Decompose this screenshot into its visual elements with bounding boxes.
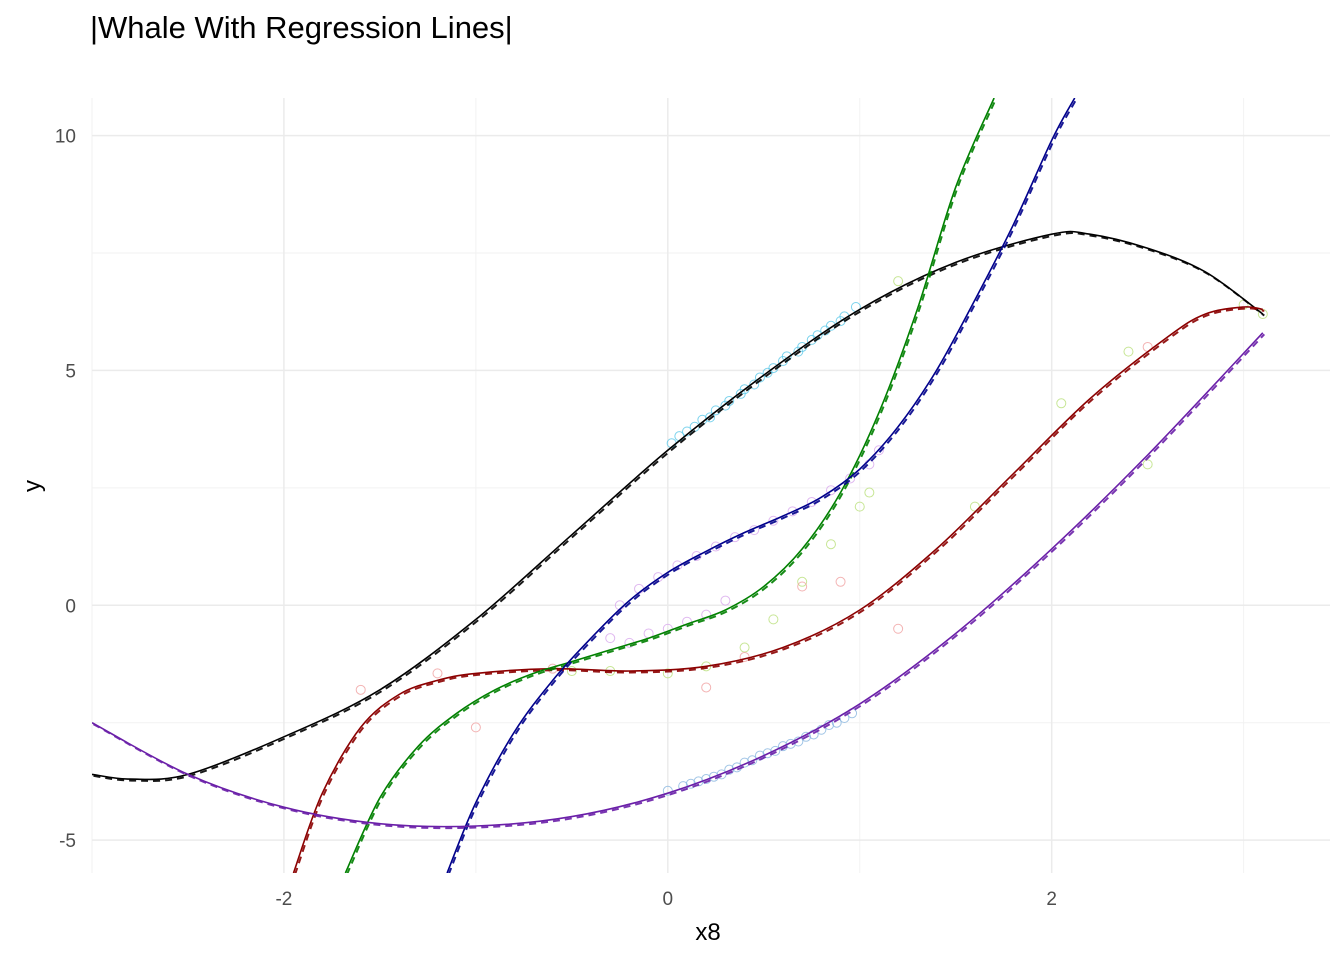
data-point	[747, 755, 758, 766]
x-axis-title: x8	[695, 919, 720, 946]
fitted-dashed-line	[93, 333, 1266, 830]
x-tick-label: 2	[1046, 889, 1057, 910]
data-point	[720, 595, 731, 606]
fitted-dashed-line	[346, 99, 997, 873]
data-point	[716, 769, 727, 780]
data-point	[762, 367, 773, 378]
data-point	[739, 651, 750, 662]
regression-lines	[92, 98, 1266, 873]
regression-line	[446, 98, 1076, 873]
x-tick-label: 0	[663, 889, 674, 910]
data-point	[691, 550, 702, 561]
data-point	[893, 623, 904, 634]
data-point	[749, 379, 760, 390]
x-tick-label: -2	[275, 889, 292, 910]
data-point	[705, 412, 716, 423]
y-tick-label: 10	[55, 127, 76, 148]
data-point	[662, 668, 673, 679]
data-point	[835, 576, 846, 587]
data-point	[470, 722, 481, 733]
data-point	[674, 431, 685, 442]
y-tick-label: 5	[65, 361, 76, 382]
data-point	[864, 459, 875, 470]
data-point	[566, 666, 577, 677]
chart-title: |Whale With Regression Lines|	[90, 10, 513, 45]
data-point	[854, 501, 865, 512]
data-point	[768, 614, 779, 625]
data-point	[1142, 459, 1153, 470]
fitted-dashed-line	[294, 307, 1265, 873]
data-point	[893, 276, 904, 287]
data-point	[797, 576, 808, 587]
data-point	[1123, 346, 1134, 357]
data-point	[793, 346, 804, 357]
data-point	[735, 388, 746, 399]
data-point	[701, 609, 712, 620]
data-point	[701, 682, 712, 693]
data-point	[432, 668, 443, 679]
y-tick-label: 0	[65, 596, 76, 617]
data-point	[754, 372, 765, 383]
tick-labels: -2 0 2 -5 0 5 10	[55, 127, 1057, 910]
regression-line	[344, 98, 995, 873]
data-point	[701, 774, 712, 785]
data-point	[605, 633, 616, 644]
fitted-dashed-line	[448, 99, 1078, 873]
data-point	[768, 515, 779, 526]
data-point	[739, 642, 750, 653]
data-point	[777, 741, 788, 752]
regression-line	[92, 230, 1264, 781]
data-point	[825, 539, 836, 550]
regression-line	[292, 306, 1263, 873]
data-point	[785, 738, 796, 749]
data-point	[355, 684, 366, 695]
data-point	[1056, 398, 1067, 409]
data-point	[864, 487, 875, 498]
data-point	[873, 445, 884, 456]
fitted-dashed-line	[93, 232, 1265, 782]
data-point	[720, 400, 731, 411]
data-point	[662, 785, 673, 796]
data-point	[797, 581, 808, 592]
y-axis-title: y	[19, 480, 46, 492]
y-tick-label: -5	[59, 831, 76, 852]
scatter-points	[355, 276, 1268, 796]
regression-line	[92, 332, 1264, 828]
data-point	[770, 745, 781, 756]
grid-lines	[91, 98, 1330, 873]
data-point	[1257, 309, 1268, 320]
